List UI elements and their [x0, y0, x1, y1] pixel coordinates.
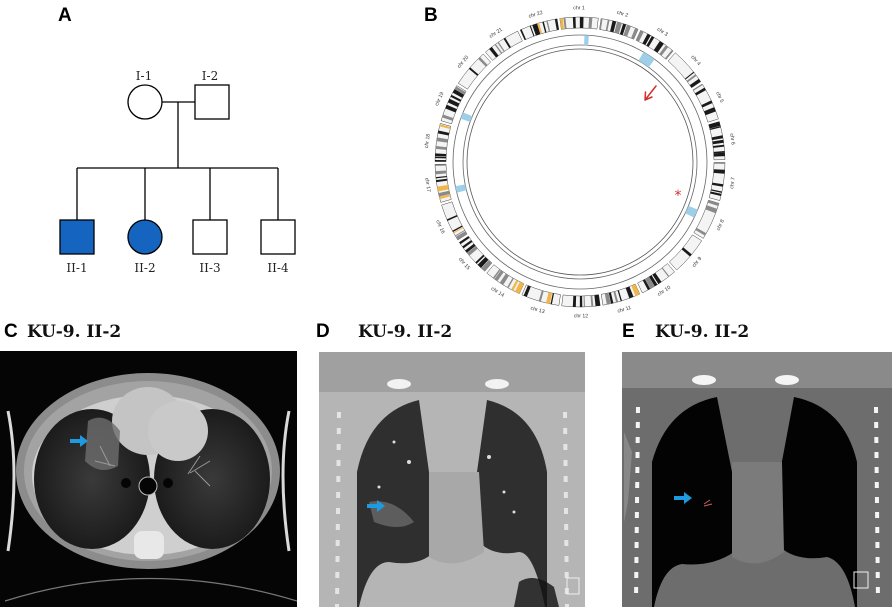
pedigree-member-II-4: [260, 219, 296, 255]
pedigree-label-I-2: I-2: [202, 69, 218, 83]
chromosome-label: chr 20: [456, 55, 470, 70]
chromosome-chr-19: [440, 85, 467, 125]
ct-coronal-image: [319, 352, 585, 607]
panel-letter-a: A: [58, 5, 72, 26]
chromosome-label: chr 2: [616, 10, 629, 19]
roh-block: [584, 35, 589, 46]
pedigree-chart: I-1 I-2 II-1 II-2 II-3 II-4: [59, 69, 296, 275]
chromosome-label: chr 5: [714, 91, 724, 104]
chromosome-ideogram-ring: [434, 16, 726, 308]
blue-arrow-icon: [70, 435, 88, 447]
chromosome-chr-14: [486, 264, 525, 295]
panel-title-d: KU-9. II-2: [358, 322, 453, 342]
homozygosity-regions: [455, 35, 698, 218]
circos-plot: chr 1 chr 2 chr 3 chr 4 chr 5 chr 6 chr 7 chr 8…: [423, 5, 736, 319]
pedigree-member-II-1: [59, 219, 95, 255]
chromosome-label: chr 17: [423, 177, 431, 192]
chromosome-label: chr 19: [434, 91, 445, 107]
red-asterisk: *: [675, 188, 682, 204]
pedigree-label-II-4: II-4: [267, 261, 289, 275]
pedigree-label-II-2: II-2: [134, 261, 155, 275]
pedigree-member-I-1: [127, 84, 163, 120]
chromosome-chr-6: [708, 121, 726, 161]
chromosome-label: chr 6: [728, 133, 736, 145]
pedigree-label-I-1: I-1: [136, 69, 152, 83]
chromosome-chr-4: [667, 52, 702, 89]
chromosome-chr-20: [457, 53, 491, 90]
pedigree-member-I-2: [194, 84, 230, 120]
pedigree-label-II-1: II-1: [66, 261, 87, 275]
chromosome-label: chr 10: [657, 285, 672, 298]
ct-axial-image: [0, 351, 297, 607]
chromosome-labels: chr 1 chr 2 chr 3 chr 4 chr 5 chr 6 chr 7 chr 8…: [423, 5, 736, 319]
panel-title-e: KU-9. II-2: [655, 322, 750, 342]
panel-letter-e: E: [622, 321, 635, 342]
chromosome-label: chr 7: [729, 177, 737, 189]
chromosome-label: chr 1: [573, 5, 585, 11]
panel-title-c: KU-9. II-2: [27, 322, 122, 342]
chromosome-chr-18: [434, 123, 452, 162]
chromosome-label: chr 11: [617, 305, 632, 315]
chromosome-chr-16: [441, 201, 468, 241]
chromosome-label: chr 4: [689, 54, 701, 67]
blue-arrow-icon: [367, 500, 385, 512]
chromosome-label: chr 12: [574, 313, 589, 319]
chromosome-label: chr 9: [691, 256, 703, 269]
chromosome-chr-5: [692, 83, 719, 123]
chromosome-label: chr 15: [457, 256, 471, 271]
red-arrow-icon: [644, 85, 657, 101]
chromosome-label: chr 21: [488, 27, 503, 40]
blue-arrow-icon: [674, 492, 692, 504]
chromosome-chr-11: [600, 283, 641, 306]
roh-block: [638, 52, 655, 68]
chromosome-chr-2: [599, 18, 639, 40]
chromosome-chr-9: [669, 234, 703, 271]
chromosome-chr-22: [519, 18, 560, 41]
chromosome-chr-10: [637, 263, 675, 294]
chromosome-chr-13: [521, 284, 561, 306]
chromosome-chr-12: [561, 294, 601, 308]
roh-block: [460, 112, 473, 122]
pedigree-member-II-3: [192, 219, 228, 255]
chromosome-label: chr 13: [530, 306, 546, 316]
ct-coronal-mediastinal-image: [622, 352, 892, 607]
roh-block: [455, 184, 467, 193]
chromosome-label: chr 14: [490, 286, 505, 299]
panel-letter-b: B: [424, 5, 438, 26]
chromosome-label: chr 18: [424, 133, 432, 148]
chromosome-chr-17: [434, 163, 452, 203]
chromosome-chr-1: [559, 16, 599, 30]
chromosome-label: chr 8: [716, 219, 726, 232]
roh-block: [685, 205, 698, 218]
chromosome-chr-8: [693, 199, 720, 239]
chromosome-chr-3: [635, 29, 674, 60]
roh-track-inner: [462, 44, 698, 280]
panel-letter-c: C: [4, 321, 18, 342]
pedigree-member-II-2: [127, 219, 163, 255]
chromosome-chr-21: [485, 30, 523, 61]
inner-ring: [466, 48, 694, 276]
roh-track-outer: [452, 34, 708, 290]
chromosome-label: chr 3: [656, 27, 669, 38]
chromosome-chr-15: [458, 235, 493, 272]
chromosome-label: chr 16: [434, 219, 446, 235]
chromosome-label: chr 22: [528, 10, 544, 20]
chromosome-chr-7: [708, 162, 726, 201]
panel-letter-d: D: [316, 321, 330, 342]
pedigree-label-II-3: II-3: [199, 261, 220, 275]
